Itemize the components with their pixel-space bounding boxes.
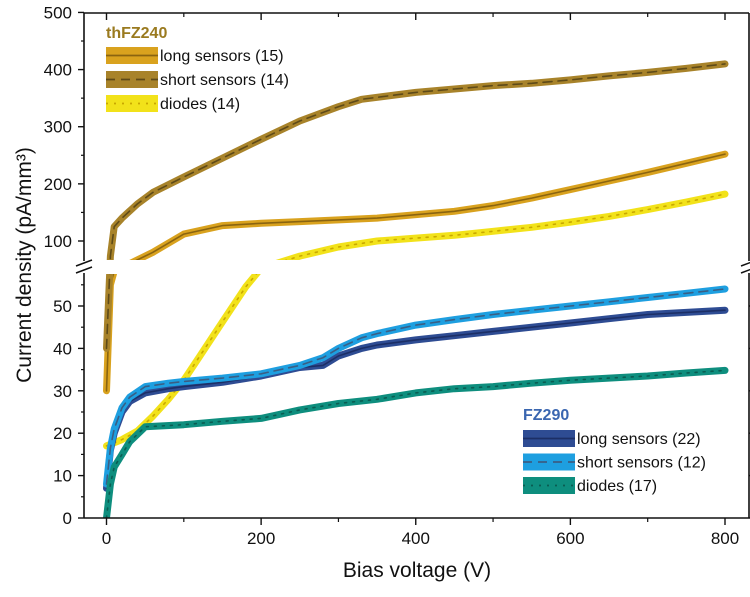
axis-break-right-mark-top xyxy=(740,261,750,267)
y-tick-label: 10 xyxy=(53,467,72,486)
x-tick-label: 600 xyxy=(556,529,584,548)
thFZ240_short-line xyxy=(105,63,726,350)
y-tick-label: 300 xyxy=(44,118,72,137)
thFZ240_diodes-line xyxy=(105,193,726,447)
y-tick-label: 500 xyxy=(44,3,72,22)
axes: 0 200 400 600 800 0 10 20 30 40 50 100 200 300 400 500 xyxy=(44,3,750,548)
axis-break-left-mark-bottom xyxy=(75,266,93,274)
y-tick-label: 40 xyxy=(53,339,72,358)
x-tick-label: 200 xyxy=(247,529,275,548)
legend: thFZ240 long sensors (15) short sensors (1… xyxy=(106,25,706,495)
y-tick-label: 200 xyxy=(44,175,72,194)
x-tick-label: 400 xyxy=(402,529,430,548)
x-tick-label: 0 xyxy=(102,529,111,548)
y-tick-label: 30 xyxy=(53,382,72,401)
legend-swatch xyxy=(523,453,575,471)
legend-label: diodes (14) xyxy=(160,96,240,113)
y-tick-label: 100 xyxy=(44,232,72,251)
legend-title: FZ290 xyxy=(523,407,569,424)
axis-break-left-mark-top xyxy=(75,259,93,267)
legend-label: long sensors (22) xyxy=(577,431,701,448)
axis-break-right-mask xyxy=(741,261,750,273)
y-tick-label: 0 xyxy=(63,509,72,528)
FZ290_short-line xyxy=(105,288,726,485)
y-tick-label: 400 xyxy=(44,61,72,80)
legend-group-0: thFZ240 long sensors (15) short sensors (1… xyxy=(106,25,289,113)
axis-break-gap xyxy=(85,260,749,274)
y-tick-label: 50 xyxy=(53,297,72,316)
series-group xyxy=(103,60,729,518)
x-tick-label: 800 xyxy=(711,529,739,548)
axis-break-right-mark-bottom xyxy=(740,268,750,274)
FZ290_diodes-line xyxy=(105,369,726,518)
y-axis-title: Current density (pA/mm³) xyxy=(13,147,36,383)
legend-label: short sensors (14) xyxy=(160,72,289,89)
legend-group-1: FZ290 long sensors (22) short sensors (12)… xyxy=(523,407,706,495)
legend-label: long sensors (15) xyxy=(160,48,284,65)
legend-title: thFZ240 xyxy=(106,25,167,42)
legend-label: short sensors (12) xyxy=(577,455,706,472)
legend-label: diodes (17) xyxy=(577,478,657,495)
plot-area xyxy=(85,60,749,518)
y-tick-label: 20 xyxy=(53,424,72,443)
x-axis-title: Bias voltage (V) xyxy=(343,559,491,582)
legend-swatch xyxy=(106,71,158,88)
